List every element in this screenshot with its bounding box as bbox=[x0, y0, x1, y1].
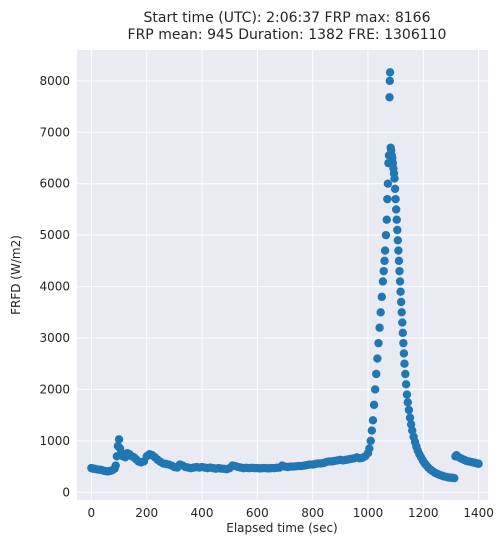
data-point bbox=[380, 246, 390, 255]
data-point bbox=[111, 461, 120, 470]
data-point bbox=[380, 256, 389, 266]
y-tick-labels: 0 1000 2000 3000 4000 5000 6000 7000 8000 bbox=[39, 74, 70, 499]
x-tick-label: 200 bbox=[135, 506, 158, 520]
y-tick-label: 4000 bbox=[39, 280, 70, 294]
data-point bbox=[394, 256, 404, 266]
data-point bbox=[401, 380, 411, 389]
data-point bbox=[377, 292, 386, 302]
x-tick-label: 800 bbox=[301, 506, 324, 520]
data-points bbox=[87, 68, 483, 483]
data-point bbox=[398, 328, 408, 338]
data-point bbox=[376, 308, 385, 317]
data-point bbox=[398, 318, 407, 327]
data-point bbox=[368, 416, 378, 425]
data-point bbox=[367, 426, 377, 435]
chart-title-line-2: FRP mean: 945 Duration: 1382 FRE: 130611… bbox=[128, 27, 447, 43]
x-tick-label: 400 bbox=[191, 506, 214, 520]
x-tick-label: 1000 bbox=[353, 506, 384, 520]
y-tick-label: 2000 bbox=[39, 382, 70, 396]
data-point bbox=[399, 338, 408, 348]
data-point bbox=[373, 354, 382, 363]
data-point bbox=[394, 246, 403, 255]
data-point bbox=[385, 93, 394, 102]
data-point bbox=[404, 405, 414, 415]
data-point bbox=[114, 435, 124, 444]
data-point bbox=[372, 369, 381, 379]
x-axis-label: Elapsed time (sec) bbox=[226, 521, 337, 535]
data-point bbox=[390, 184, 400, 194]
data-point bbox=[369, 400, 379, 410]
data-point bbox=[395, 277, 405, 286]
y-tick-label: 0 bbox=[62, 485, 70, 499]
data-point bbox=[383, 194, 392, 204]
y-tick-label: 8000 bbox=[39, 74, 70, 88]
y-tick-label: 7000 bbox=[39, 125, 70, 139]
data-point bbox=[391, 194, 400, 204]
data-point bbox=[393, 225, 402, 235]
data-point bbox=[374, 338, 383, 348]
data-point bbox=[382, 215, 391, 224]
data-point bbox=[378, 277, 388, 286]
data-point bbox=[370, 385, 380, 394]
x-tick-label: 0 bbox=[88, 506, 96, 520]
data-point bbox=[396, 297, 406, 307]
data-point bbox=[405, 413, 415, 422]
data-point bbox=[400, 359, 409, 368]
data-point bbox=[391, 205, 401, 214]
data-point bbox=[474, 459, 483, 468]
data-point bbox=[365, 444, 374, 453]
data-point bbox=[393, 236, 403, 245]
data-point bbox=[366, 436, 375, 446]
data-point bbox=[399, 349, 409, 358]
data-point bbox=[401, 369, 410, 379]
y-axis-label: FRFD (W/m2) bbox=[9, 235, 23, 315]
data-point bbox=[379, 266, 388, 276]
x-tick-labels: 0 200 400 600 800 1000 1200 1400 bbox=[88, 506, 494, 520]
y-tick-label: 6000 bbox=[39, 177, 70, 191]
grid bbox=[77, 50, 488, 500]
y-tick-label: 5000 bbox=[39, 228, 70, 242]
plot-area bbox=[77, 50, 488, 500]
x-tick-label: 1400 bbox=[463, 506, 494, 520]
data-point bbox=[392, 215, 401, 224]
data-point bbox=[390, 174, 399, 183]
y-tick-label: 1000 bbox=[39, 434, 70, 448]
data-point bbox=[375, 323, 384, 332]
chart-title-line-1: Start time (UTC): 2:06:37 FRP max: 8166 bbox=[144, 10, 431, 26]
data-point bbox=[381, 230, 391, 240]
data-point bbox=[396, 287, 405, 296]
data-point bbox=[397, 308, 406, 317]
data-point bbox=[395, 266, 404, 276]
data-point bbox=[450, 473, 459, 483]
x-tick-label: 1200 bbox=[408, 506, 439, 520]
data-point bbox=[385, 76, 395, 86]
data-point bbox=[402, 390, 412, 399]
data-point bbox=[403, 398, 412, 407]
y-tick-label: 3000 bbox=[39, 331, 70, 345]
x-tick-label: 600 bbox=[246, 506, 269, 520]
data-point bbox=[383, 179, 393, 188]
data-point bbox=[385, 68, 395, 77]
